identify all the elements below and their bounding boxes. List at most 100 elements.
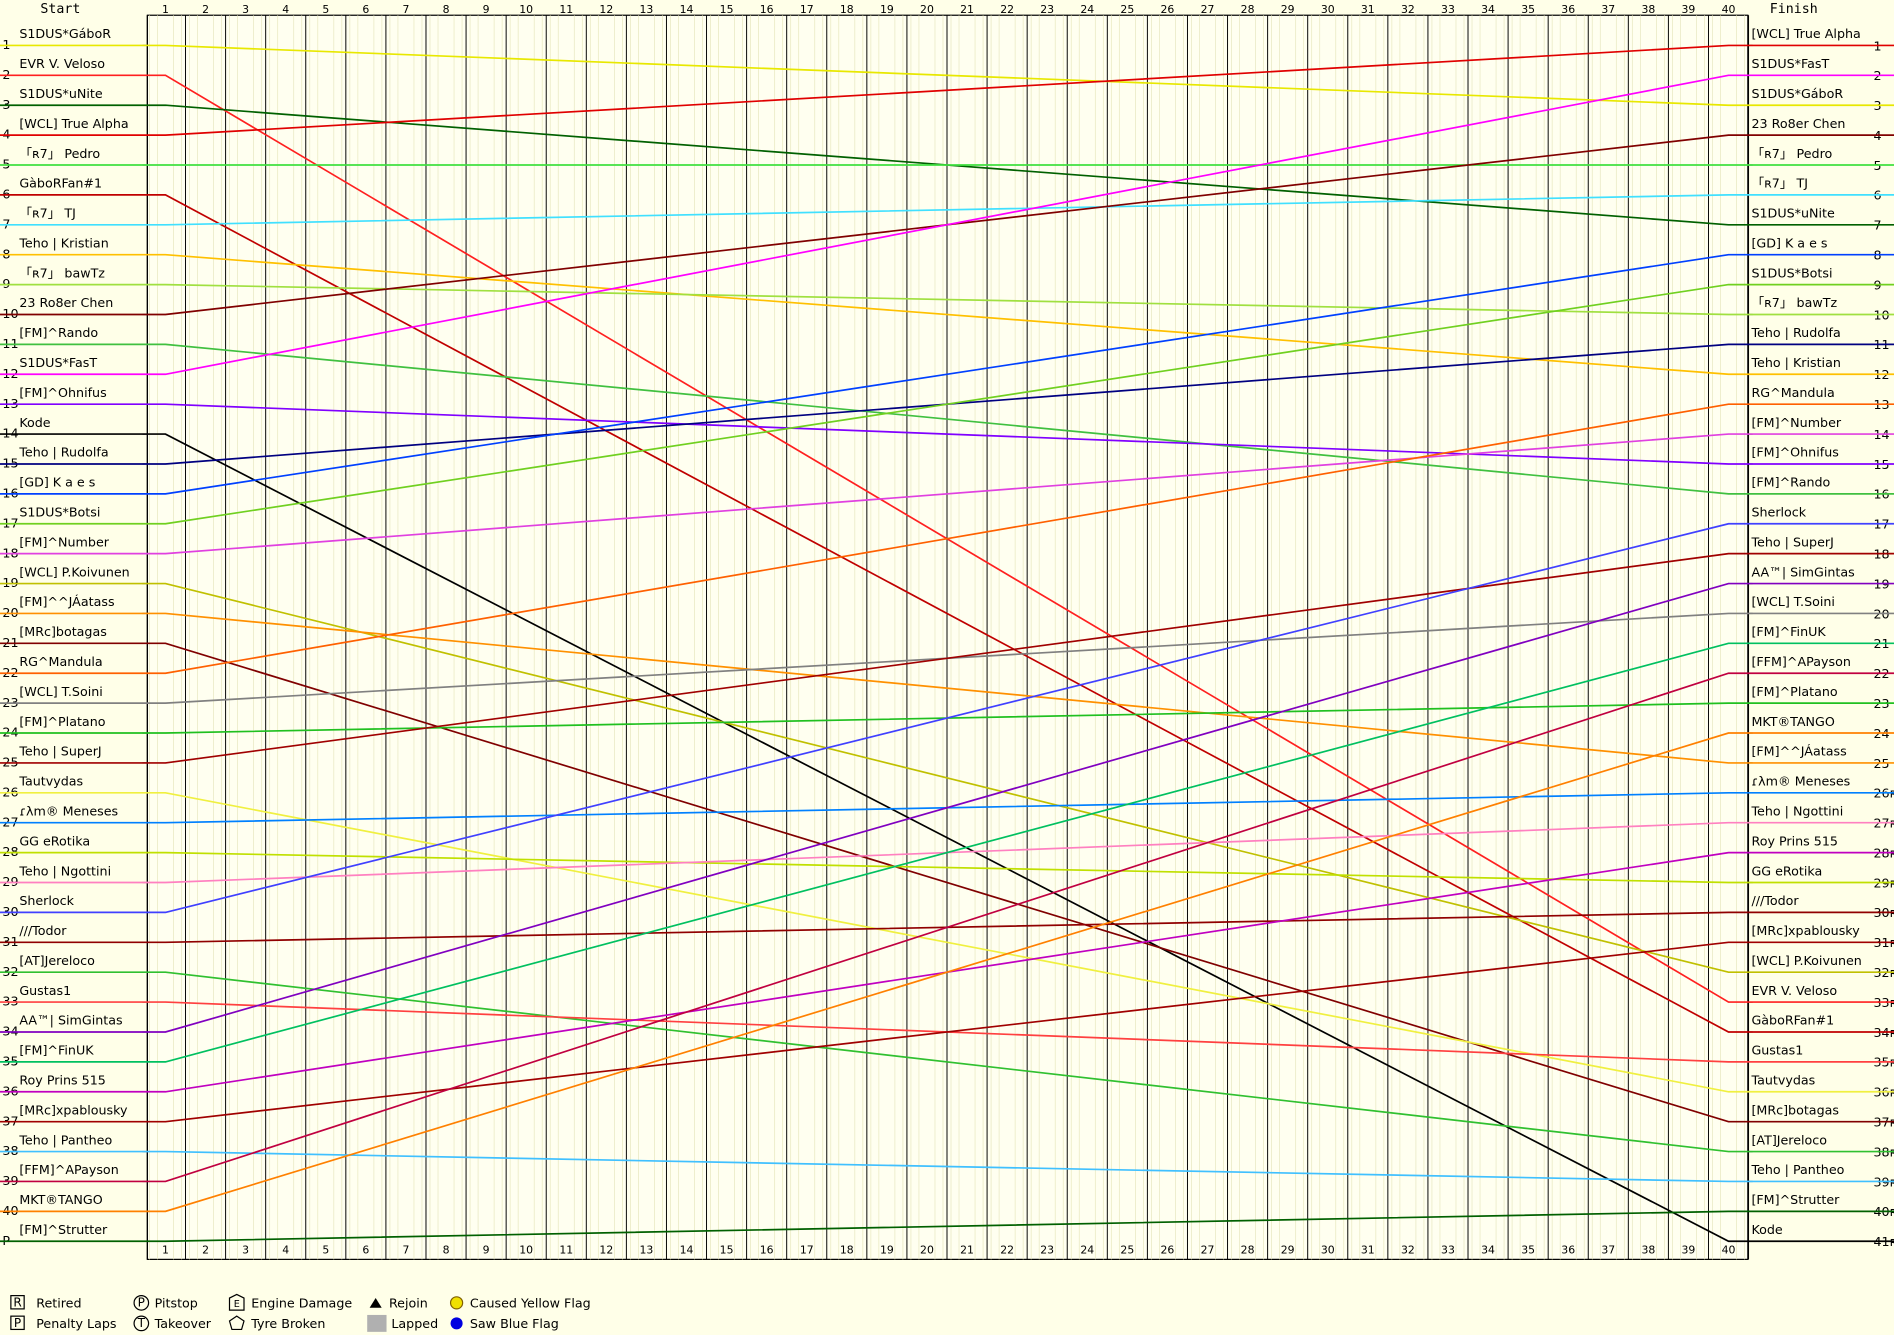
- start-position: 19: [2, 575, 18, 590]
- legend: R Retired P Penalty Laps P Pitstop T Tak…: [10, 1293, 591, 1332]
- start-name: [FM]^FinUK: [19, 1043, 94, 1058]
- start-name: GàboRFan#1: [19, 176, 102, 191]
- start-position: 16: [2, 485, 18, 500]
- lap-label-bottom: 39: [1682, 1243, 1696, 1256]
- start-position: 34: [2, 1024, 18, 1039]
- start-position: 2: [2, 67, 10, 82]
- driver-line: [0, 791, 1894, 824]
- lap-label-top: 24: [1080, 3, 1094, 16]
- legend-lapped-swatch: [367, 1314, 387, 1332]
- driver-line: [0, 971, 1894, 1153]
- start-name: S1DUS*GáboR: [19, 26, 111, 41]
- finish-name: [FM]^Platano: [1751, 684, 1837, 699]
- start-position: 38: [2, 1143, 18, 1158]
- lap-label-bottom: 38: [1641, 1243, 1655, 1256]
- finish-name: AA™| SimGintas: [1751, 564, 1854, 579]
- lap-label-top: 7: [402, 3, 409, 16]
- legend-label: Tyre Broken: [250, 1316, 325, 1331]
- finish-name: GG eRotika: [1751, 863, 1822, 878]
- finish-name: [FFM]^APayson: [1751, 654, 1850, 669]
- lap-label-top: 28: [1241, 3, 1255, 16]
- legend-label: Rejoin: [389, 1296, 428, 1311]
- start-position: 25: [2, 755, 18, 770]
- lap-label-bottom: 5: [322, 1243, 329, 1256]
- lap-label-bottom: 9: [483, 1243, 490, 1256]
- lap-label-top: 40: [1722, 3, 1736, 16]
- start-position: 33: [2, 994, 18, 1009]
- start-name: Gustas1: [19, 983, 71, 998]
- start-position: 15: [2, 456, 18, 471]
- start-position: 37: [2, 1113, 18, 1128]
- lap-label-bottom: 37: [1601, 1243, 1615, 1256]
- finish-name: ɾλm® Meneses: [1751, 774, 1850, 789]
- start-position: 6: [2, 187, 10, 202]
- finish-name: Teho | SuperJ: [1750, 534, 1833, 549]
- finish-name: Tautvydas: [1750, 1073, 1815, 1088]
- start-position: 14: [2, 426, 18, 441]
- lap-label-top: 10: [519, 3, 533, 16]
- finish-name: S1DUS*FasT: [1751, 56, 1829, 71]
- lap-label-bottom: 15: [720, 1243, 734, 1256]
- driver-line: [0, 552, 1894, 764]
- lap-label-bottom: 19: [880, 1243, 894, 1256]
- start-position: 31: [2, 934, 18, 949]
- lap-label-bottom: 28: [1241, 1243, 1255, 1256]
- lap-label-top: 38: [1641, 3, 1655, 16]
- start-name: [FM]^Rando: [19, 325, 98, 340]
- legend-tyre-icon: [228, 1315, 245, 1331]
- driver-line: [0, 1210, 1894, 1243]
- start-position: 32: [2, 964, 18, 979]
- start-name: Roy Prins 515: [19, 1073, 106, 1088]
- start-position: 26: [2, 784, 18, 799]
- lap-label-top: 27: [1201, 3, 1215, 16]
- driver-line: [0, 44, 1894, 107]
- finish-name: Teho | Rudolfa: [1750, 325, 1840, 340]
- lap-label-top: 11: [559, 3, 573, 16]
- lap-label-top: 36: [1561, 3, 1575, 16]
- lap-label-top: 4: [282, 3, 289, 16]
- driver-line: [0, 1001, 1894, 1063]
- driver-line: [0, 283, 1894, 316]
- finish-name: [WCL] True Alpha: [1751, 26, 1860, 41]
- lap-label-bottom: 6: [362, 1243, 369, 1256]
- finish-name: Sherlock: [1751, 505, 1806, 520]
- lap-label-bottom: 40: [1722, 1243, 1736, 1256]
- start-name: ///Todor: [19, 923, 67, 938]
- driver-line: [0, 403, 1894, 465]
- driver-line: [0, 194, 1894, 1033]
- lap-label-bottom: 10: [519, 1243, 533, 1256]
- driver-line: [0, 44, 1894, 136]
- start-position: 17: [2, 515, 18, 530]
- start-position: 20: [2, 605, 18, 620]
- lap-label-bottom: 22: [1000, 1243, 1014, 1256]
- lap-label-bottom: 12: [599, 1243, 613, 1256]
- finish-name: [MRc]botagas: [1751, 1102, 1839, 1117]
- driver-line: [0, 253, 1894, 495]
- lap-label-top: 20: [920, 3, 934, 16]
- finish-name: MKT®TANGO: [1751, 714, 1834, 729]
- legend-symbol: R: [13, 1295, 22, 1309]
- lap-label-top: 16: [760, 3, 774, 16]
- lap-label-top: 9: [483, 3, 490, 16]
- lap-label-top: 18: [840, 3, 854, 16]
- start-name: MKT®TANGO: [19, 1192, 102, 1207]
- legend-symbol: T: [137, 1316, 146, 1330]
- driver-line: [0, 612, 1894, 704]
- lap-label-top: 2: [202, 3, 209, 16]
- lap-label-bottom: 30: [1321, 1243, 1335, 1256]
- legend-pitstop-circle: [133, 1295, 150, 1311]
- driver-line: [0, 702, 1894, 734]
- lap-label-bottom: 35: [1521, 1243, 1535, 1256]
- start-name: EVR V. Veloso: [19, 56, 105, 71]
- finish-name: Roy Prins 515: [1751, 833, 1838, 848]
- start-position: 39: [2, 1173, 18, 1188]
- driver-line: [0, 74, 1894, 376]
- start-position: 35: [2, 1054, 18, 1069]
- start-name: [FM]^Strutter: [19, 1222, 108, 1237]
- start-position: 40: [2, 1203, 18, 1218]
- legend-symbol: P: [14, 1316, 21, 1330]
- start-position: 9: [2, 276, 10, 291]
- start-name: [FM]^Platano: [19, 714, 105, 729]
